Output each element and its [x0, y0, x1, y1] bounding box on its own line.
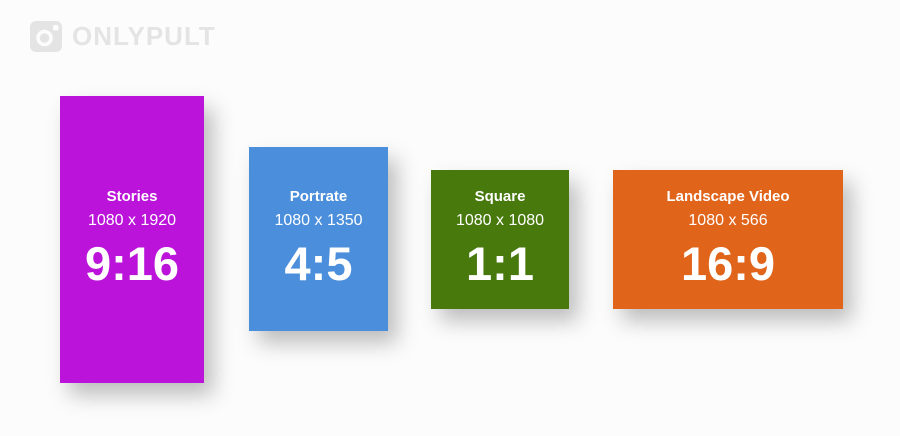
card-stories-content: Stories 1080 x 1920 9:16: [60, 186, 204, 292]
card-square: Square 1080 x 1080 1:1: [431, 170, 569, 309]
card-title: Stories: [106, 188, 158, 205]
card-dimensions: 1080 x 1920: [87, 212, 177, 229]
card-ratio: 1:1: [466, 237, 534, 290]
card-dimensions: 1080 x 1080: [455, 212, 545, 229]
card-title: Square: [474, 188, 526, 205]
card-landscape-video: Landscape Video 1080 x 566 16:9: [613, 170, 843, 309]
card-dimensions: 1080 x 566: [688, 212, 768, 229]
card-ratio: 16:9: [680, 237, 776, 290]
camera-icon: [30, 21, 62, 52]
brand-name: ONLYPULT: [72, 21, 216, 51]
card-landscape-content: Landscape Video 1080 x 566 16:9: [613, 186, 843, 292]
card-portrait: Portrate 1080 x 1350 4:5: [249, 147, 388, 331]
card-portrait-content: Portrate 1080 x 1350 4:5: [249, 186, 388, 292]
card-square-content: Square 1080 x 1080 1:1: [431, 186, 569, 292]
brand-logo: ONLYPULT: [30, 21, 216, 52]
card-ratio: 4:5: [284, 237, 353, 290]
card-ratio: 9:16: [84, 237, 180, 290]
card-stories: Stories 1080 x 1920 9:16: [60, 96, 204, 383]
card-dimensions: 1080 x 1350: [274, 212, 363, 229]
card-title: Portrate: [289, 188, 348, 205]
card-title: Landscape Video: [666, 188, 790, 205]
